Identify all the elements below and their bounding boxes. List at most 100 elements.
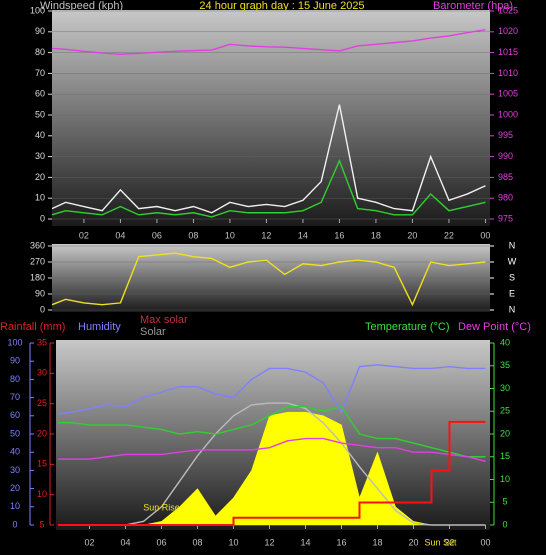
y-tick-label: 5: [502, 497, 507, 507]
y-tick-label: 10: [35, 193, 45, 203]
y-tick-label: 360: [30, 240, 45, 250]
y-tick-label: 35: [500, 360, 510, 370]
x-tick-label: 14: [300, 537, 310, 547]
x-tick-label: 02: [84, 537, 94, 547]
x-tick-label: 06: [152, 230, 162, 240]
y-tick-label: N: [509, 304, 516, 314]
x-tick-label: 04: [120, 537, 130, 547]
y-tick-label: 0: [12, 519, 17, 529]
y-tick-label: 100: [30, 5, 45, 15]
x-tick-label: 16: [334, 230, 344, 240]
y-tick-label: 50: [10, 428, 20, 438]
legend-label: Humidity: [78, 321, 121, 333]
axis-title: Windspeed (kph): [40, 0, 123, 12]
y-tick-label: 15: [37, 459, 47, 469]
plot-area: [52, 10, 490, 226]
y-tick-label: 50: [35, 109, 45, 119]
y-tick-label: 1010: [498, 68, 518, 78]
y-tick-label: 15: [500, 451, 510, 461]
y-tick-label: 30: [37, 368, 47, 378]
x-tick-label: 06: [156, 537, 166, 547]
line: [57, 364, 486, 415]
x-tick-label: 08: [188, 230, 198, 240]
x-tick-label: 10: [225, 230, 235, 240]
legend-label: Solar: [140, 326, 166, 338]
x-tick-label: 20: [407, 230, 417, 240]
y-tick-label: W: [508, 256, 517, 266]
y-tick-label: 995: [498, 130, 513, 140]
y-tick-label: 30: [500, 383, 510, 393]
y-tick-label: 30: [10, 465, 20, 475]
y-tick-label: 30: [35, 151, 45, 161]
y-tick-label: 1020: [498, 26, 518, 36]
y-tick-label: 80: [35, 47, 45, 57]
annotation: Sun Set: [424, 537, 457, 547]
y-tick-label: 20: [37, 428, 47, 438]
y-tick-label: 0: [40, 213, 45, 223]
y-tick-label: 25: [37, 398, 47, 408]
y-tick-label: 10: [37, 489, 47, 499]
y-tick-label: E: [509, 288, 515, 298]
chart-title: 24 hour graph day : 15 June 2025: [199, 0, 364, 12]
y-tick-label: 20: [35, 172, 45, 182]
x-tick-label: 12: [261, 230, 271, 240]
line: [51, 252, 486, 307]
x-tick-label: 08: [192, 537, 202, 547]
y-tick-label: 90: [10, 356, 20, 366]
x-tick-label: 10: [228, 537, 238, 547]
y-tick-label: 35: [37, 337, 47, 347]
x-tick-label: 12: [264, 537, 274, 547]
legend-label: Dew Point (°C): [458, 321, 531, 333]
x-tick-label: 18: [371, 230, 381, 240]
line: [51, 104, 486, 214]
line: [51, 29, 486, 55]
y-tick-label: 1005: [498, 89, 518, 99]
y-tick-label: 980: [498, 193, 513, 203]
x-tick-label: 14: [298, 230, 308, 240]
y-tick-label: 270: [30, 256, 45, 266]
legend-label: Max solar: [140, 314, 188, 326]
legend-label: Rainfall (mm): [0, 321, 65, 333]
y-tick-label: 20: [10, 483, 20, 493]
y-tick-label: 1015: [498, 47, 518, 57]
x-tick-label: 22: [444, 537, 454, 547]
x-tick-label: 20: [408, 537, 418, 547]
y-tick-label: 70: [10, 392, 20, 402]
y-tick-label: 40: [35, 130, 45, 140]
y-tick-label: 10: [500, 474, 510, 484]
y-tick-label: 60: [10, 410, 20, 420]
y-tick-label: 1025: [498, 5, 518, 15]
annotation: Sun Rise: [143, 502, 180, 512]
y-tick-label: 80: [10, 374, 20, 384]
y-tick-label: 40: [500, 337, 510, 347]
y-tick-label: 70: [35, 68, 45, 78]
axis-title: Barometer (hpa): [433, 0, 513, 12]
y-tick-label: 0: [502, 519, 507, 529]
y-tick-label: 60: [35, 89, 45, 99]
legend-label: Temperature (°C): [365, 321, 449, 333]
line: [58, 437, 486, 462]
y-tick-label: 180: [30, 272, 45, 282]
y-tick-label: 10: [10, 501, 20, 511]
y-tick-label: N: [509, 240, 516, 250]
x-tick-label: 00: [480, 230, 490, 240]
y-tick-label: 90: [35, 26, 45, 36]
y-tick-label: 985: [498, 172, 513, 182]
y-tick-label: 5: [39, 519, 44, 529]
y-tick-label: 1000: [498, 109, 518, 119]
y-tick-label: 0: [40, 304, 45, 314]
y-tick-label: S: [509, 272, 515, 282]
line: [58, 405, 486, 458]
y-tick-label: 100: [7, 337, 22, 347]
y-tick-label: 25: [500, 406, 510, 416]
x-tick-label: 00: [480, 537, 490, 547]
x-tick-label: 02: [79, 230, 89, 240]
y-tick-label: 975: [498, 213, 513, 223]
x-tick-label: 04: [115, 230, 125, 240]
line: [51, 158, 486, 218]
y-tick-label: 40: [10, 447, 20, 457]
x-tick-label: 18: [372, 537, 382, 547]
y-tick-label: 20: [500, 428, 510, 438]
x-tick-label: 16: [336, 537, 346, 547]
